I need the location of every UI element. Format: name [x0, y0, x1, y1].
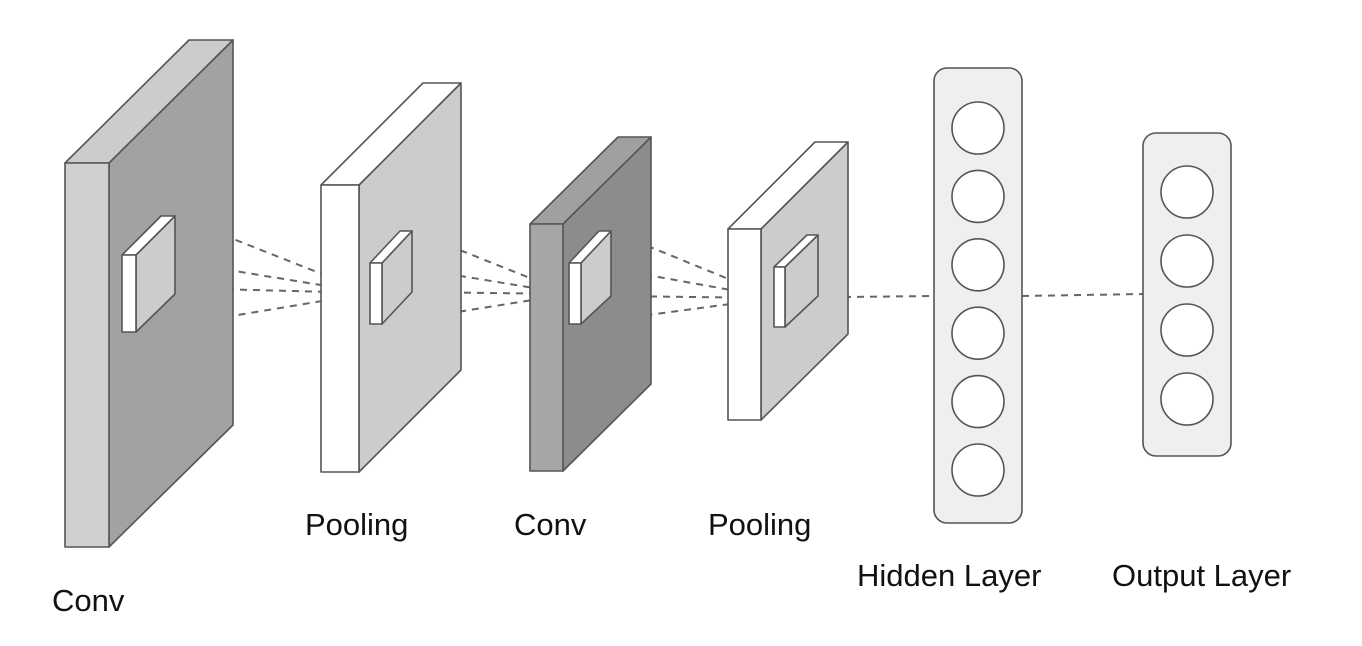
conv1-front-face: [64, 162, 110, 548]
conv2-kernel-front: [568, 262, 582, 325]
pool1-front-face: [320, 184, 360, 473]
pool2-front-face: [727, 228, 762, 421]
conv2-front-face: [529, 223, 564, 472]
connection-line: [1021, 293, 1144, 297]
neuron-circle: [951, 306, 1005, 361]
pool2-block: [727, 141, 849, 421]
conv2-block: [529, 136, 652, 472]
neuron-circle: [1160, 372, 1214, 426]
hidden-neurons: [951, 101, 1005, 497]
neuron-circle: [951, 374, 1005, 429]
neuron-circle: [951, 101, 1005, 155]
pool1-kernel-front: [369, 262, 383, 325]
output-neurons: [1160, 165, 1214, 426]
output-layer: [1142, 132, 1232, 457]
hidden-layer-label: Hidden Layer: [857, 558, 1042, 593]
conv1-kernel-front: [121, 254, 137, 333]
pool1-label: Pooling: [305, 507, 409, 542]
pool1-block: [320, 82, 462, 473]
connection-line: [843, 295, 935, 298]
neuron-circle: [951, 237, 1005, 292]
pool2-kernel-front: [773, 266, 786, 328]
neuron-circle: [951, 169, 1005, 224]
neuron-circle: [1160, 234, 1214, 288]
output-layer-box: [1142, 132, 1232, 457]
neuron-circle: [951, 443, 1005, 497]
hidden-layer: [933, 67, 1023, 524]
pool2-label: Pooling: [708, 507, 812, 542]
neuron-circle: [1160, 303, 1214, 357]
output-layer-label: Output Layer: [1112, 558, 1292, 593]
conv1-block: [64, 39, 234, 548]
conv1-label: Conv: [52, 583, 125, 618]
conv2-label: Conv: [514, 507, 587, 542]
neuron-circle: [1160, 165, 1214, 219]
